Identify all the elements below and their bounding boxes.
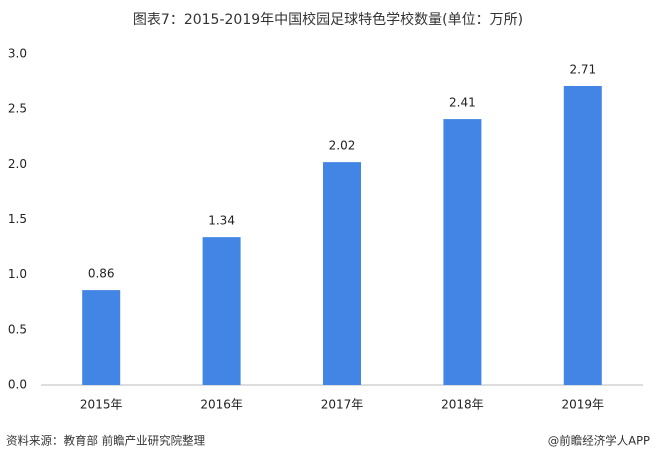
value-label: 2.02 [329,139,356,153]
x-tick-label: 2015年 [80,398,123,412]
x-tick-label: 2016年 [200,398,243,412]
y-tick-label: 3.0 [8,47,27,61]
bar [563,85,602,385]
x-tick-label: 2017年 [321,398,364,412]
value-label: 1.34 [208,214,235,228]
y-tick-label: 0.0 [8,378,27,392]
source-note: 资料来源：教育部 前瞻产业研究院整理 [6,434,206,448]
value-label: 2.41 [449,96,476,110]
x-tick-label: 2019年 [562,398,605,412]
credit: @前瞻经济学人APP [548,434,650,448]
y-tick-label: 1.0 [8,267,27,281]
bar [202,237,241,385]
y-tick-label: 0.5 [8,322,27,336]
value-label: 0.86 [88,267,115,281]
chart-title: 图表7：2015-2019年中国校园足球特色学校数量(单位：万所) [133,11,523,28]
y-tick-label: 2.0 [8,157,27,171]
y-tick-label: 2.5 [8,102,27,116]
bar [82,290,121,385]
bar [323,162,361,385]
value-label: 2.71 [569,62,596,76]
bar [443,119,482,385]
y-tick-label: 1.5 [8,212,27,226]
x-tick-label: 2018年 [441,398,484,412]
